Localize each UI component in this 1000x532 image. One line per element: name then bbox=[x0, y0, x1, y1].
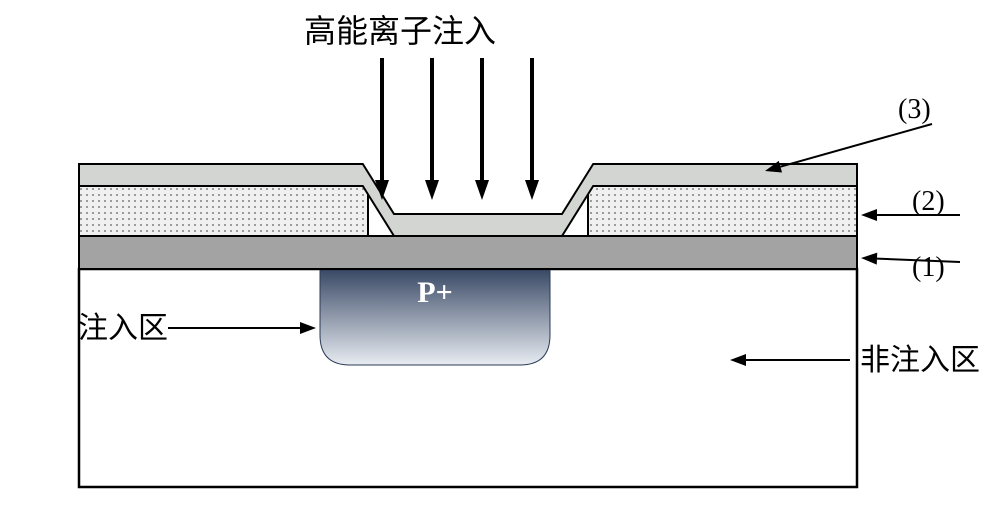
ion-arrow-0 bbox=[375, 58, 389, 200]
ion-arrow-2 bbox=[475, 58, 489, 200]
callout-label-to_implant: 注入区 bbox=[78, 312, 168, 345]
callout-arrow-to_layer2 bbox=[861, 209, 960, 221]
callout-label-to_layer3: (3) bbox=[898, 94, 931, 125]
p-plus-label: P+ bbox=[417, 276, 452, 309]
layer-1 bbox=[79, 236, 857, 269]
ion-arrow-1 bbox=[425, 58, 439, 200]
ion-arrow-3 bbox=[525, 58, 539, 200]
callout-label-to_nonimplant: 非注入区 bbox=[860, 344, 980, 377]
title-label: 高能离子注入 bbox=[304, 13, 496, 49]
callout-label-to_layer2: (2) bbox=[912, 186, 945, 217]
callout-label-to_layer1: (1) bbox=[912, 252, 945, 283]
layer-2-left bbox=[79, 186, 368, 236]
layer-2-right bbox=[588, 186, 857, 236]
callout-arrow-to_layer1 bbox=[861, 253, 960, 265]
